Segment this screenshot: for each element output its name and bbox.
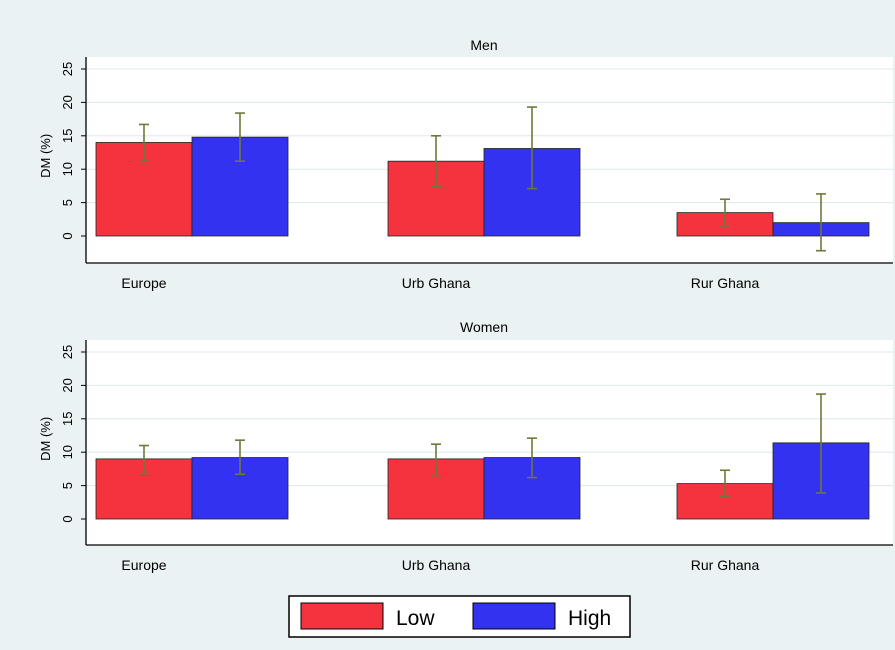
legend-swatch-low: [300, 602, 384, 630]
x-tick-label: Rur Ghana: [691, 275, 760, 291]
panel-1: 0 5 10 15 20 25 DM (%) Women Europe Urb Ghana Rur …: [38, 319, 893, 573]
panel-0: 0 5 10 15 20 25 DM (%) Men Europe Urb Ghana Rur Gh…: [38, 37, 893, 291]
panel-title: Men: [470, 37, 497, 53]
legend-label-high: High: [568, 607, 611, 630]
x-tick-label: Rur Ghana: [691, 557, 760, 573]
y-tick-label: 15: [60, 129, 75, 143]
y-tick-label: 15: [60, 412, 75, 426]
legend: Low High: [288, 595, 631, 638]
x-tick-label: Urb Ghana: [402, 557, 471, 573]
y-tick-label: 20: [60, 95, 75, 109]
legend-label-low: Low: [396, 607, 435, 630]
y-axis-label: DM (%): [38, 417, 53, 461]
y-tick-label: 25: [60, 345, 75, 359]
panel-title: Women: [460, 319, 508, 335]
y-tick-label: 10: [60, 445, 75, 459]
y-tick-label: 5: [60, 482, 75, 489]
y-tick-label: 25: [60, 62, 75, 76]
x-tick-label: Europe: [121, 557, 166, 573]
y-tick-label: 10: [60, 162, 75, 176]
y-tick-label: 0: [60, 515, 75, 522]
x-tick-label: Europe: [121, 275, 166, 291]
y-axis-label: DM (%): [38, 134, 53, 178]
legend-swatch-high: [472, 602, 556, 630]
y-tick-label: 5: [60, 199, 75, 206]
x-tick-label: Urb Ghana: [402, 275, 471, 291]
y-tick-label: 0: [60, 232, 75, 239]
y-tick-label: 20: [60, 378, 75, 392]
